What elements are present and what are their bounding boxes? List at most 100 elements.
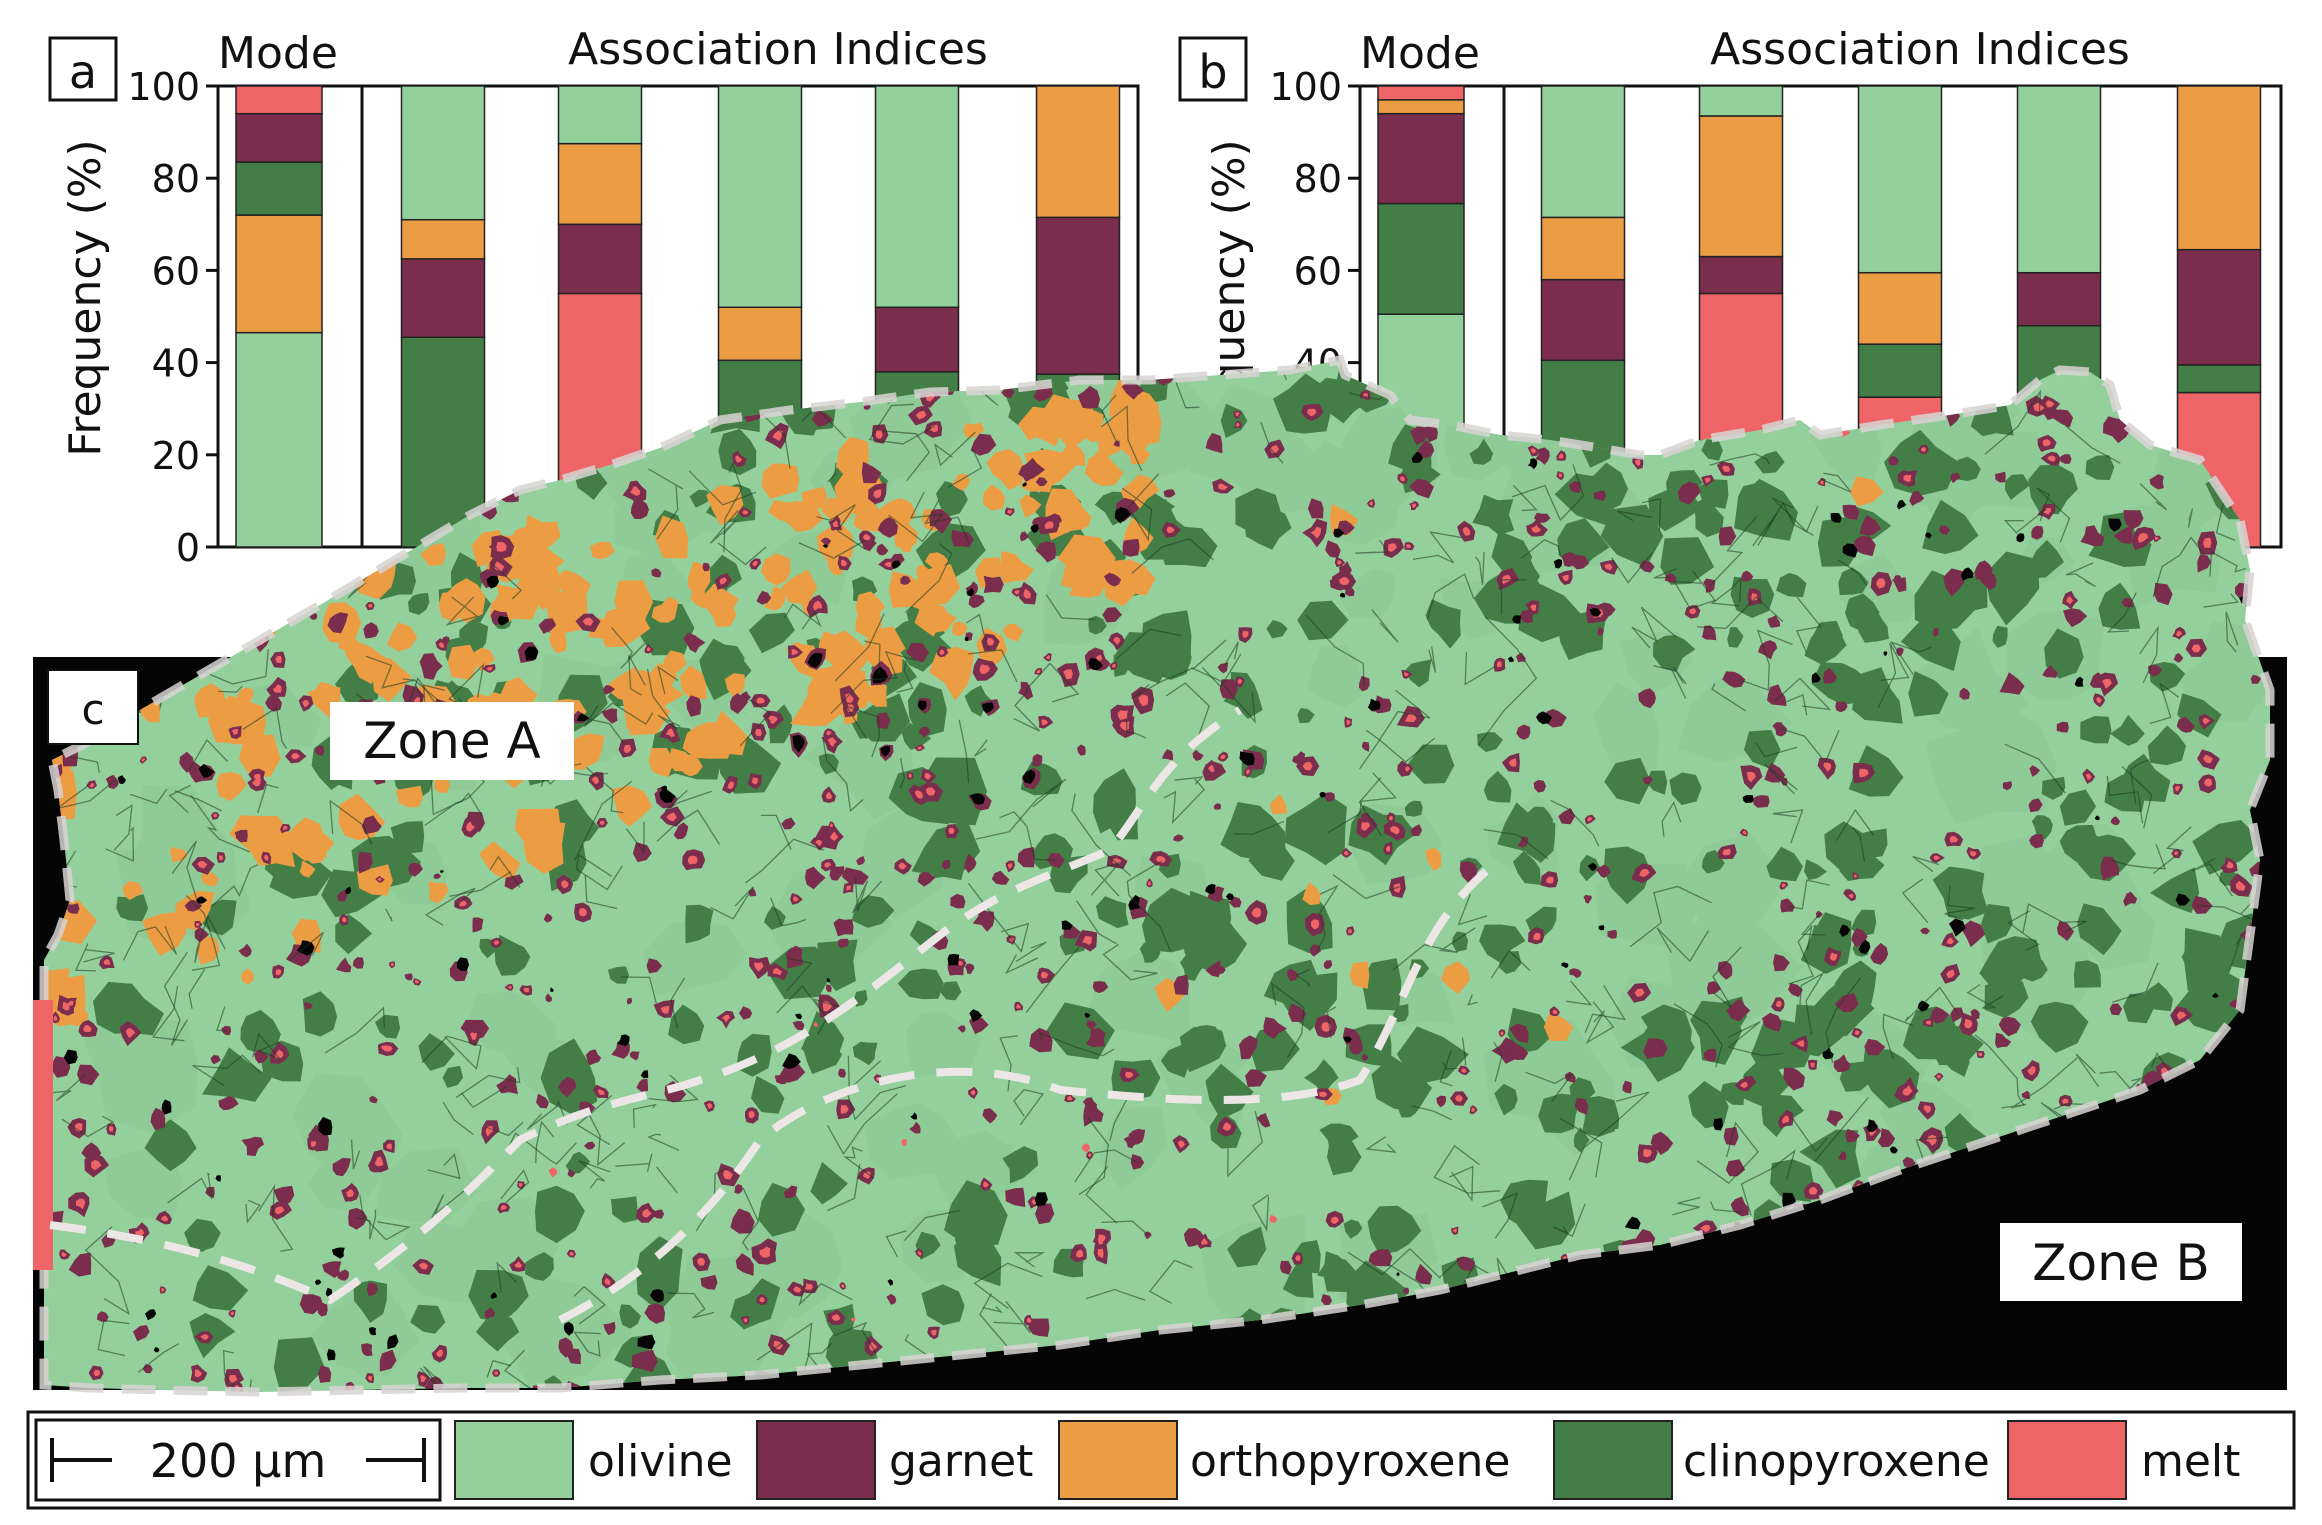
grain-boundary bbox=[122, 926, 178, 961]
grain-boundary bbox=[757, 410, 791, 469]
garnet-grain bbox=[1780, 898, 1795, 913]
melt-speck bbox=[1040, 971, 1049, 979]
bar-segment-grt-olivine bbox=[1857, 85, 1943, 274]
garnet-grain bbox=[2123, 891, 2138, 907]
void-speck bbox=[966, 587, 974, 597]
grain-boundary bbox=[656, 1166, 678, 1194]
grain-boundary bbox=[1085, 1288, 1146, 1301]
clinopyroxene-grain bbox=[1766, 846, 1803, 882]
void-speck bbox=[2175, 893, 2190, 906]
grain-boundary bbox=[1332, 874, 1401, 900]
void-speck bbox=[1858, 939, 1871, 955]
grain-boundary bbox=[1101, 1220, 1149, 1236]
clinopyroxene-grain bbox=[410, 1304, 446, 1334]
grain-boundary bbox=[628, 654, 646, 696]
melt-speck bbox=[1853, 874, 1858, 878]
grain-boundary bbox=[1740, 1149, 1796, 1216]
melt-speck bbox=[1462, 526, 1471, 536]
grain-boundary bbox=[167, 1172, 213, 1204]
garnet-grain bbox=[1930, 1006, 1949, 1024]
grain-boundary bbox=[798, 1283, 853, 1307]
melt-speck bbox=[604, 1277, 611, 1285]
zone-boundary-2 bbox=[558, 856, 1503, 1324]
melt-speck bbox=[500, 1205, 507, 1211]
orthopyroxene-grain bbox=[1440, 961, 1471, 995]
garnet-grain bbox=[96, 1311, 109, 1322]
void-speck bbox=[1128, 895, 1141, 911]
garnet-grain bbox=[1859, 514, 1882, 536]
garnet-grain bbox=[1772, 722, 1787, 737]
grain-boundary bbox=[137, 1343, 180, 1373]
garnet-grain bbox=[805, 866, 826, 890]
grain-boundary bbox=[585, 766, 624, 814]
melt-speck bbox=[1095, 654, 1102, 661]
garnet-grain bbox=[128, 491, 143, 503]
melt-speck bbox=[1044, 521, 1054, 529]
grain-boundary bbox=[1838, 559, 1868, 586]
melt-speck bbox=[1155, 856, 1166, 863]
grain-boundary bbox=[486, 1359, 512, 1378]
garnet-grain bbox=[1517, 835, 1529, 848]
melt-speck bbox=[438, 642, 445, 648]
grain-boundary bbox=[1550, 799, 1600, 847]
orthopyroxene-grain bbox=[983, 484, 1006, 511]
melt-speck bbox=[1810, 1062, 1815, 1068]
orthopyroxene-grain bbox=[546, 587, 588, 637]
bar-segment-mode-orthopyroxene bbox=[235, 214, 323, 334]
clinopyroxene-grain bbox=[1799, 1129, 1861, 1189]
garnet-grain bbox=[820, 537, 832, 545]
melt-speck bbox=[1936, 1074, 1942, 1080]
clinopyroxene-grain bbox=[1297, 708, 1315, 724]
melt-speck bbox=[813, 1021, 818, 1027]
garnet-grain bbox=[2100, 856, 2120, 881]
grain-boundary bbox=[615, 1153, 653, 1172]
garnet-grain bbox=[314, 745, 325, 756]
grain-boundary bbox=[2064, 425, 2121, 464]
panel-a-y-axis: 0 20 40 60 80 100 bbox=[127, 65, 218, 570]
grain-boundary bbox=[1326, 1006, 1337, 1039]
orthopyroxene-grain bbox=[790, 689, 844, 727]
melt-speck bbox=[697, 1257, 705, 1266]
melt-speck bbox=[514, 1261, 522, 1268]
panel-b-letter-box bbox=[1178, 36, 1248, 102]
garnet-grain bbox=[1086, 1020, 1097, 1030]
grain-boundary bbox=[491, 562, 523, 600]
void-speck bbox=[524, 646, 539, 661]
grain-boundary bbox=[1799, 971, 1825, 1035]
zone-boundary-1 bbox=[49, 706, 1243, 1305]
melt-speck bbox=[160, 1215, 169, 1222]
garnet-grain bbox=[2080, 525, 2105, 547]
melt-speck bbox=[1453, 1228, 1457, 1233]
void-speck bbox=[1396, 1272, 1400, 1276]
void-speck bbox=[782, 1053, 801, 1070]
garnet-grain bbox=[991, 870, 1010, 885]
grain-boundary bbox=[2110, 844, 2166, 870]
void-speck bbox=[1960, 567, 1974, 581]
melt-speck bbox=[1016, 1004, 1021, 1009]
garnet-grain bbox=[2042, 407, 2061, 421]
grain-boundary bbox=[216, 1006, 227, 1032]
melt-speck bbox=[1946, 937, 1955, 945]
void-speck bbox=[1061, 920, 1073, 930]
grain-boundary bbox=[966, 613, 990, 650]
grain-boundary bbox=[975, 778, 1067, 840]
melt-speck bbox=[1082, 935, 1092, 945]
melt-speck bbox=[507, 985, 512, 989]
melt-speck bbox=[97, 495, 109, 507]
orthopyroxene-grain bbox=[420, 542, 447, 567]
garnet-grain bbox=[2029, 765, 2040, 777]
orthopyroxene-grain bbox=[142, 911, 187, 956]
melt-speck bbox=[1339, 577, 1350, 586]
melt-speck bbox=[1235, 412, 1240, 417]
melt-speck bbox=[2033, 402, 2045, 412]
grain-boundary bbox=[1795, 596, 1822, 653]
garnet-grain bbox=[1569, 968, 1582, 979]
bar-segment-opx-garnet bbox=[874, 306, 960, 373]
grain-boundary bbox=[61, 1115, 115, 1138]
melt-speck bbox=[1076, 1249, 1084, 1258]
clinopyroxene-grain bbox=[1591, 1106, 1620, 1130]
melt-speck bbox=[486, 666, 493, 671]
clinopyroxene-grain bbox=[750, 1075, 785, 1114]
melt-speck bbox=[103, 959, 111, 965]
garnet-grain bbox=[1902, 1156, 1916, 1169]
